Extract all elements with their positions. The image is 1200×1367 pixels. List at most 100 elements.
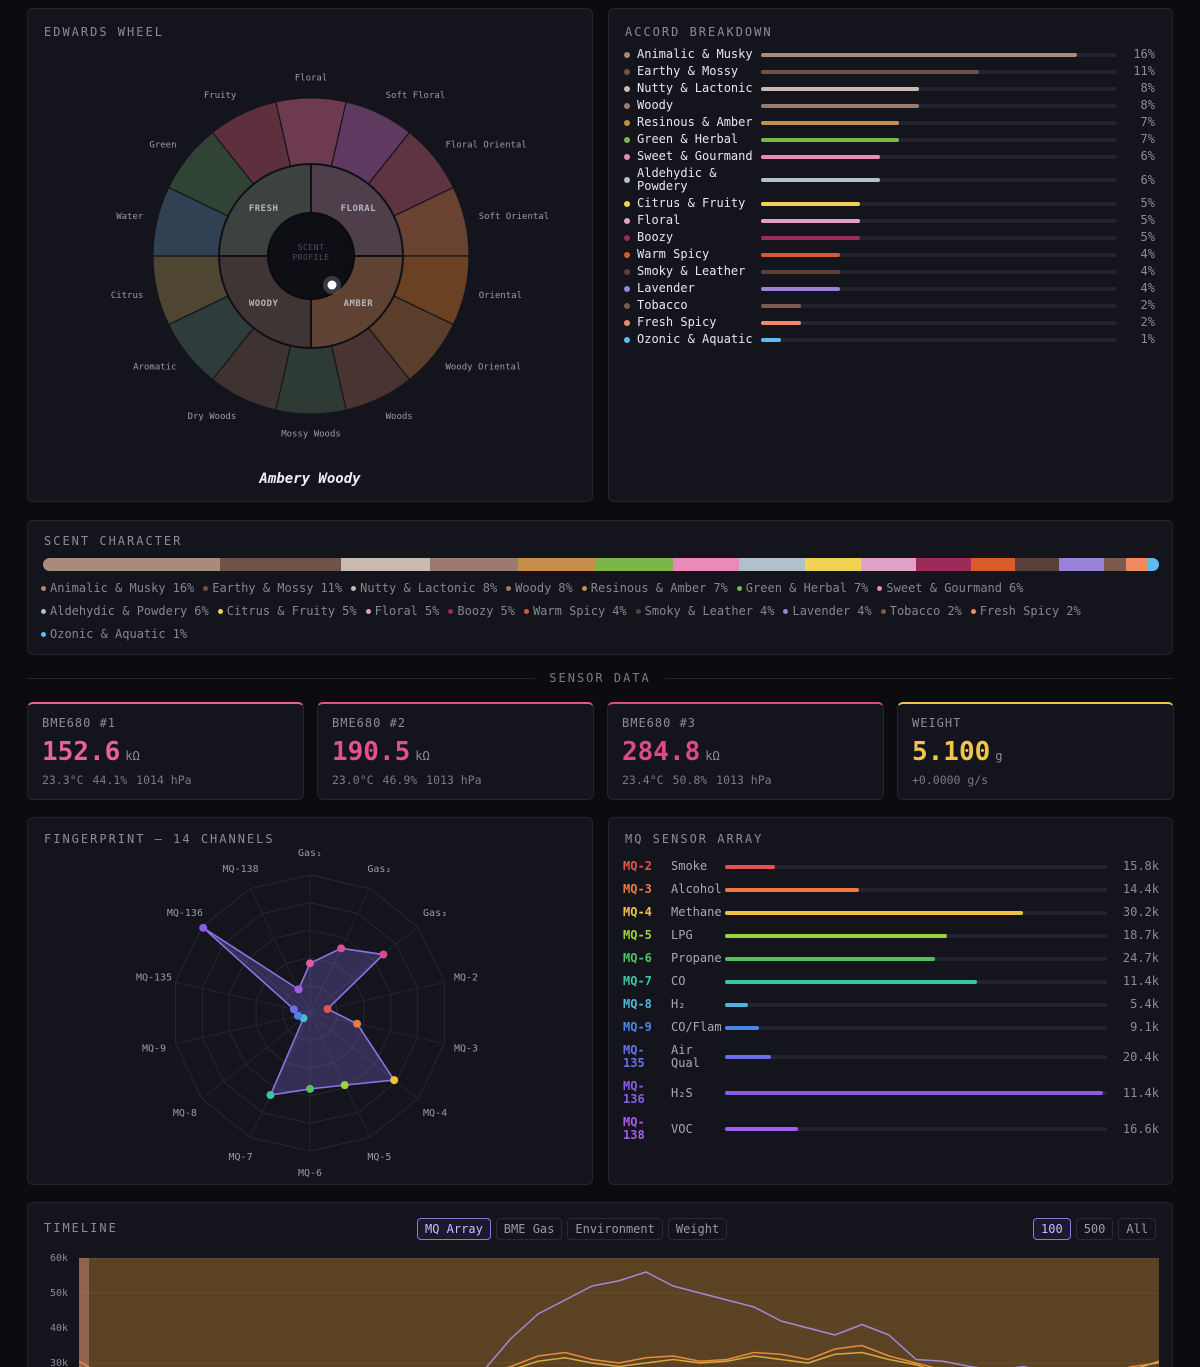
legend-dot (41, 586, 46, 591)
accord-row: Citrus & Fruity 5% (624, 195, 1155, 212)
bar-track (761, 103, 1117, 108)
legend-value: 11% (320, 581, 343, 595)
accord-name: Lavender (637, 281, 695, 295)
wheel-label: Green (149, 141, 176, 151)
accord-bar (761, 178, 880, 182)
legend-value: 16% (172, 581, 195, 595)
mq-panel: MQ SENSOR ARRAY MQ-2 Smoke 15.8k MQ-3 Alcoho… (608, 817, 1173, 1185)
timeline-chart: 30k 40k 50k 60k (50, 1253, 1159, 1367)
accord-name: Nutty & Lactonic (637, 81, 753, 95)
wheel-label: Woods (386, 412, 413, 422)
mq-id: MQ-135 (623, 1044, 671, 1070)
accord-value: 5% (1140, 196, 1155, 210)
legend-name: Smoky & Leather (644, 604, 754, 618)
tab[interactable]: BME Gas (495, 1218, 563, 1240)
accord-name: Tobacco (637, 298, 688, 312)
legend-value: 6% (194, 604, 209, 618)
accord-bar (761, 137, 900, 142)
legend-dot (736, 586, 742, 591)
wheel-label: Fruity (204, 91, 237, 101)
accord-name: Aldehydic & Powdery (637, 166, 717, 193)
bar-track (761, 337, 1117, 342)
card-title: WEIGHT (912, 716, 962, 730)
wheel-label: Dry Woods (188, 412, 237, 422)
legend-item: Green & Herbal 7% (736, 577, 868, 600)
legend-item: Citrus & Fruity 5% (217, 600, 357, 623)
bar-track (725, 864, 1107, 869)
section-heading: SENSOR DATA (27, 669, 1174, 687)
sensor-card: BME680 #1 152.6 kΩ 23.3°C 44.1% 1014 hPa (27, 702, 304, 800)
card-details: 23.4°C 50.8% 1013 hPa (622, 773, 781, 787)
card-unit: kΩ (705, 749, 720, 763)
scent-panel: SCENT CHARACTER Animalic & Musky 16% Earth… (27, 520, 1173, 655)
radar-label: Gas₁ (298, 848, 322, 859)
mq-id-text: MQ-7 (623, 974, 652, 988)
accord-value: 5% (1140, 213, 1155, 227)
accord-bar (761, 320, 801, 325)
accord-value: 16% (1133, 47, 1155, 61)
radar-label: MQ-2 (454, 972, 478, 983)
sensor-card: WEIGHT 5.100 g +0.0000 g/s (897, 702, 1174, 800)
tab[interactable]: Weight (667, 1218, 728, 1240)
wheel-label: Soft Floral (386, 91, 446, 101)
accord-value: 8% (1140, 81, 1155, 95)
mq-id-text: MQ-3 (623, 882, 652, 896)
timeline-panel: TIMELINE MQ Array BME Gas Environment Weigh… (27, 1202, 1173, 1367)
legend-dot (880, 609, 886, 614)
wheel-label: Soft Oriental (479, 212, 549, 222)
profile-dot (327, 280, 337, 290)
mq-row: MQ-2 Smoke 15.8k (623, 855, 1159, 878)
mq-list: MQ-2 Smoke 15.8k MQ-3 Alcohol 14.4k MQ-4 Methan… (623, 855, 1159, 1147)
radar-label: MQ-8 (173, 1108, 197, 1119)
legend-name: Animalic & Musky (50, 581, 166, 595)
y-tick-label: 60k (50, 1253, 68, 1264)
mq-id: MQ-7 (623, 975, 671, 988)
accord-dot (624, 119, 630, 126)
accord-value: 1% (1140, 332, 1155, 346)
wheel-label: Oriental (479, 291, 522, 301)
accord-value: 7% (1140, 115, 1155, 129)
card-detail: 1013 hPa (716, 773, 772, 787)
mq-id-text: MQ-138 (623, 1115, 645, 1142)
accord-dot (624, 136, 630, 143)
radar-point (306, 959, 314, 968)
mq-row: MQ-6 Propane 24.7k (623, 947, 1159, 970)
card-value: 190.5 (332, 737, 411, 767)
accord-dot (624, 268, 630, 275)
panel-title: TIMELINE (44, 1221, 118, 1235)
quadrant-label: WOODY (249, 299, 279, 309)
bar-track (761, 269, 1117, 274)
legend-value: 4% (760, 604, 775, 618)
radar-point (293, 1011, 302, 1020)
accord-name: Ozonic & Aquatic (637, 332, 753, 346)
legend-dot (41, 632, 46, 637)
accord-name: Animalic & Musky (637, 47, 753, 61)
card-reading: 190.5 kΩ (332, 737, 430, 767)
accord-dot (624, 285, 630, 292)
bar-track (761, 120, 1117, 125)
stacked-bar (43, 558, 1159, 571)
card-value: 5.100 (912, 737, 991, 767)
accord-dot (624, 234, 630, 241)
legend-dot (877, 586, 883, 591)
mq-bar (725, 956, 936, 961)
wheel-label: Water (116, 212, 144, 222)
y-tick-label: 40k (50, 1323, 68, 1334)
range-button[interactable]: All (1118, 1218, 1157, 1240)
legend-dot (581, 586, 587, 591)
mq-reading: 14.4k (1122, 882, 1159, 896)
mq-id-text: MQ-6 (623, 951, 652, 965)
tab[interactable]: MQ Array (417, 1218, 491, 1240)
range-button[interactable]: 100 (1033, 1218, 1071, 1240)
legend-item: Nutty & Lactonic 8% (351, 577, 497, 600)
range-button[interactable]: 500 (1075, 1218, 1114, 1240)
mq-gas: Methane (671, 905, 722, 919)
card-detail: 23.0°C (332, 773, 374, 787)
legend-name: Fresh Spicy (979, 604, 1060, 618)
mq-row: MQ-135 Air Qual 20.4k (623, 1039, 1159, 1075)
tab[interactable]: Environment (567, 1218, 663, 1240)
mq-reading: 9.1k (1130, 1020, 1159, 1034)
card-detail: 1014 hPa (136, 773, 192, 787)
mq-gas: H₂ (671, 997, 686, 1011)
accord-row: Floral 5% (624, 212, 1155, 229)
